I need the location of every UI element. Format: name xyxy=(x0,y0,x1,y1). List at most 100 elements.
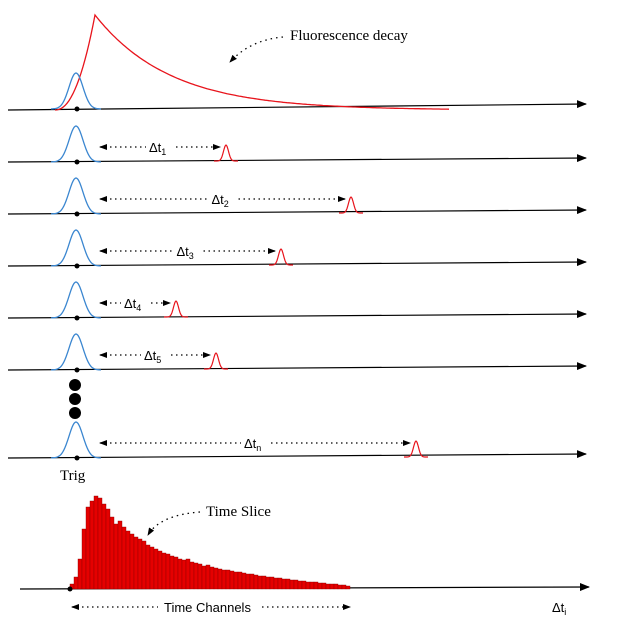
histogram-bar xyxy=(117,520,123,590)
time-slice-label: Time Slice xyxy=(206,504,271,520)
photon-pulse xyxy=(269,248,293,266)
trigger-dot xyxy=(74,263,80,269)
trigger-dot xyxy=(74,159,80,165)
delay-label: Δtn xyxy=(244,436,261,453)
delay-label: Δt1 xyxy=(149,140,166,157)
histogram-bar xyxy=(85,506,91,590)
histogram-bar xyxy=(325,583,331,590)
trigger-dot xyxy=(74,106,80,112)
excitation-pulse xyxy=(51,72,101,110)
histogram-bar xyxy=(157,550,163,590)
histogram-bar xyxy=(141,540,147,590)
histogram-bar xyxy=(265,576,271,590)
histogram-bar xyxy=(189,561,195,590)
histogram-bar xyxy=(113,523,119,590)
histogram-bar xyxy=(153,548,159,590)
delay-label: Δt2 xyxy=(212,192,229,209)
photon-pulse xyxy=(164,300,188,318)
histogram-bar xyxy=(329,583,335,590)
histogram-bar xyxy=(337,584,343,590)
histogram-bar xyxy=(209,566,215,590)
histogram-bar xyxy=(133,536,139,590)
histogram-bar xyxy=(93,495,99,590)
histogram-bar xyxy=(289,579,295,590)
delay-label: Δt3 xyxy=(177,244,194,261)
trigger-dot xyxy=(74,455,80,461)
histogram-bar xyxy=(177,558,183,590)
histogram-bar xyxy=(161,552,167,590)
time-axis xyxy=(7,310,587,319)
histogram-bar xyxy=(305,581,311,590)
histogram-bar xyxy=(301,580,307,590)
excitation-pulse xyxy=(51,333,101,371)
histogram-bar xyxy=(121,526,127,590)
fluorescence-decay-curve xyxy=(54,13,450,111)
time-axis xyxy=(7,154,587,163)
histogram-bar xyxy=(109,516,115,590)
histogram-bar xyxy=(185,558,191,590)
histogram-bar xyxy=(77,558,83,590)
histogram-bar xyxy=(149,546,155,590)
histogram-bar xyxy=(257,575,263,590)
time-axis xyxy=(7,100,587,111)
histogram-bar xyxy=(73,576,79,590)
histogram-bar xyxy=(317,582,323,590)
excitation-pulse xyxy=(51,281,101,319)
histogram-bar xyxy=(137,538,143,590)
photon-row: Δtn xyxy=(7,421,587,461)
histogram-bar xyxy=(105,508,111,590)
histogram-bar xyxy=(205,564,211,590)
photon-row: Δt1 xyxy=(7,125,587,165)
histogram-bar xyxy=(253,574,259,590)
photon-row: Δt2 xyxy=(7,177,587,217)
histogram-bar xyxy=(241,572,247,590)
histogram-bar xyxy=(285,578,291,590)
excitation-pulse xyxy=(51,229,101,267)
photon-pulse xyxy=(404,440,428,458)
histogram: Time Slice Time Channels Δti xyxy=(19,495,590,617)
histogram-bar xyxy=(129,533,135,590)
histogram-bar xyxy=(269,576,275,590)
histogram-bar xyxy=(345,585,351,590)
photon-pulse xyxy=(214,144,238,162)
histogram-bar xyxy=(169,555,175,590)
delta-t-axis-label: Δti xyxy=(552,600,566,617)
histogram-bar xyxy=(245,573,251,590)
photon-rows: Δt1 Δt2 Δt3 Δt4 Δt5 Δtn xyxy=(7,125,587,461)
histogram-bar xyxy=(81,528,87,590)
histogram-bar xyxy=(89,500,95,590)
histogram-bar xyxy=(313,581,319,590)
histogram-bar xyxy=(229,570,235,590)
histogram-bar xyxy=(225,569,231,590)
histogram-bar xyxy=(333,583,339,590)
histogram-bar xyxy=(249,573,255,590)
excitation-pulse xyxy=(51,177,101,215)
histogram-bar xyxy=(273,577,279,590)
histogram-bar xyxy=(297,580,303,590)
excitation-pulse xyxy=(51,125,101,163)
time-axis xyxy=(7,362,587,371)
histogram-bar xyxy=(221,569,227,590)
histogram-bar xyxy=(217,568,223,590)
histogram-bar xyxy=(237,571,243,590)
histogram-bar xyxy=(281,578,287,590)
histogram-bar xyxy=(277,577,283,590)
histogram-bar xyxy=(213,567,219,590)
ellipsis-dots xyxy=(69,379,81,419)
histogram-bar xyxy=(321,582,327,590)
histogram-bar xyxy=(261,575,267,590)
fluorescence-decay-label: Fluorescence decay xyxy=(290,28,408,44)
histogram-bar xyxy=(145,544,151,590)
photon-row: Δt3 xyxy=(7,229,587,269)
histogram-bar xyxy=(101,503,107,590)
trigger-dot xyxy=(74,315,80,321)
histogram-bar xyxy=(193,562,199,590)
time-slice-arrow xyxy=(147,511,201,536)
trigger-dot xyxy=(74,211,80,217)
dot xyxy=(69,379,81,391)
histogram-bars xyxy=(69,495,351,590)
delay-label: Δt5 xyxy=(144,348,161,365)
histogram-bar xyxy=(125,530,131,590)
time-channels-label: Time Channels xyxy=(164,600,251,615)
